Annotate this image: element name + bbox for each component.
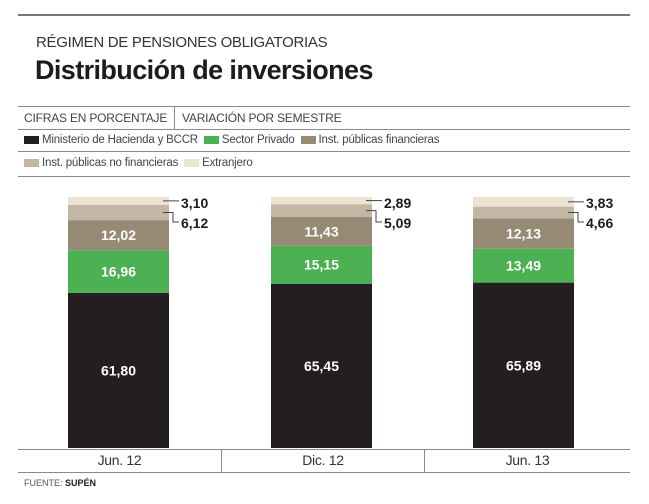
bar-segment-extranjero-jun-12 [68, 197, 169, 205]
x-tick-label-jun-12: Jun. 12 [97, 452, 142, 468]
bar-segment-inst-publicas-no-financieras-jun-12 [68, 204, 169, 221]
data-label-ministerio-de-hacienda-y-bccr-jun-13: 65,89 [506, 357, 541, 373]
info-row-divider [174, 106, 175, 129]
legend-swatch-inst-no-financieras [24, 159, 39, 167]
bar-segment-sector-privado-dic-12 [271, 245, 372, 284]
data-label-sector-privado-jun-12: 16,96 [101, 264, 136, 280]
data-label-inst-publicas-no-financieras-dic-12: 5,09 [384, 215, 411, 231]
legend-label-sector-privado: Sector Privado [221, 134, 295, 146]
legend-swatch-extranjero [184, 159, 200, 167]
legend-middle-rule [18, 151, 630, 152]
bar-segment-sector-privado-jun-12 [68, 250, 169, 293]
legend-item-inst-no-financieras: Inst. públicas no financieras [24, 157, 178, 169]
x-axis-top-rule [18, 449, 630, 450]
x-axis-bottom-rule [18, 472, 630, 473]
legend-item-ministerio: Ministerio de Hacienda y BCCR [24, 134, 198, 146]
data-label-extranjero-jun-13: 3,83 [586, 195, 613, 211]
data-label-extranjero-dic-12: 2,89 [384, 195, 411, 211]
leader-line-inst-publicas-no-financieras-jun-12 [163, 211, 179, 223]
x-axis-divider-1 [221, 449, 222, 472]
data-label-inst-publicas-financieras-dic-12: 11,43 [304, 223, 338, 239]
legend-top-rule [18, 129, 630, 130]
legend-item-inst-financieras: Inst. públicas financieras [300, 134, 440, 146]
x-tick-label-jun-13: Jun. 13 [505, 452, 550, 468]
data-label-sector-privado-dic-12: 15,15 [304, 257, 339, 273]
data-label-inst-publicas-financieras-jun-12: 12,02 [101, 227, 136, 243]
bar-segment-inst-publicas-financieras-jun-12 [68, 220, 169, 251]
bar-segment-extranjero-dic-12 [271, 196, 372, 205]
top-rule [18, 14, 630, 16]
x-axis-divider-2 [424, 449, 425, 472]
data-label-inst-publicas-no-financieras-jun-13: 4,66 [586, 215, 613, 231]
legend-row-1: Ministerio de Hacienda y BCCR Sector Pri… [24, 134, 445, 146]
x-tick-label-dic-12: Dic. 12 [302, 452, 344, 468]
chart-kicker: RÉGIMEN DE PENSIONES OBLIGATORIAS [36, 34, 328, 51]
legend-label-inst-financieras: Inst. públicas financieras [318, 134, 440, 146]
legend-label-inst-no-financieras: Inst. públicas no financieras [42, 157, 179, 169]
bar-segment-inst-publicas-no-financieras-dic-12 [271, 204, 372, 218]
footer-source-name: SUPÉN [65, 478, 97, 488]
legend-label-ministerio: Ministerio de Hacienda y BCCR [42, 134, 198, 146]
bar-segment-extranjero-jun-13 [473, 197, 574, 207]
units-note: CIFRAS EN PORCENTAJE [24, 111, 168, 125]
legend-item-sector-privado: Sector Privado [203, 134, 295, 146]
leader-line-inst-publicas-no-financieras-dic-12 [366, 210, 382, 223]
data-label-inst-publicas-financieras-jun-13: 12,13 [506, 226, 541, 242]
leader-line-inst-publicas-no-financieras-jun-13 [568, 211, 584, 223]
legend-item-extranjero: Extranjero [184, 157, 253, 169]
bar-segment-inst-publicas-financieras-jun-13 [473, 218, 574, 249]
bar-segment-inst-publicas-no-financieras-jun-13 [473, 206, 574, 219]
legend-swatch-sector-privado [203, 136, 219, 144]
bar-segment-sector-privado-jun-13 [473, 248, 574, 283]
data-label-sector-privado-jun-13: 13,49 [506, 258, 541, 274]
legend-row-2: Inst. públicas no financieras Extranjero [24, 157, 259, 169]
footer-source: FUENTE: SUPÉN [24, 478, 96, 488]
data-label-ministerio-de-hacienda-y-bccr-jun-12: 61,80 [101, 362, 136, 378]
legend-swatch-ministerio [24, 136, 39, 144]
variation-note: VARIACIÓN POR SEMESTRE [182, 111, 342, 125]
legend-label-extranjero: Extranjero [202, 157, 253, 169]
info-row-top-rule [18, 106, 630, 107]
chart-title: Distribución de inversiones [35, 55, 373, 85]
data-label-ministerio-de-hacienda-y-bccr-dic-12: 65,45 [304, 358, 339, 374]
legend-bottom-rule [18, 176, 630, 177]
data-label-extranjero-jun-12: 3,10 [181, 195, 208, 211]
bar-segment-inst-publicas-financieras-dic-12 [271, 217, 372, 246]
bar-segment-ministerio-de-hacienda-y-bccr-dic-12 [271, 283, 372, 448]
bar-segment-ministerio-de-hacienda-y-bccr-jun-12 [68, 292, 169, 448]
footer-label: FUENTE: [24, 478, 63, 488]
data-label-inst-publicas-no-financieras-jun-12: 6,12 [181, 215, 208, 231]
legend-swatch-inst-financieras [300, 136, 316, 144]
bar-segment-ministerio-de-hacienda-y-bccr-jun-13 [473, 282, 574, 448]
